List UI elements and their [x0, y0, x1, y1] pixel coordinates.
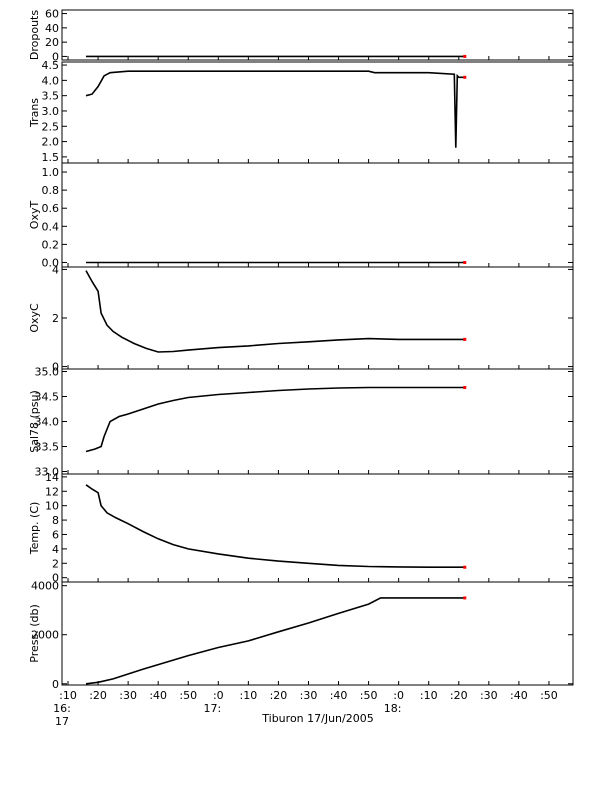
- x-day-label: 17: [55, 715, 69, 728]
- series-endpoint: [463, 565, 467, 569]
- y-tick-label: 34.0: [35, 416, 60, 429]
- x-tick-label: :50: [360, 689, 378, 702]
- panel-frame: [61, 9, 574, 61]
- panel-4: 33.0 33.5 34.0 34.5 35.0 Sal78 (psu): [28, 366, 574, 479]
- panel-2: 0.0 0.2 0.4 0.6 0.8 1.0 OxyT: [28, 162, 574, 269]
- y-tick-label: 4: [52, 543, 59, 556]
- y-tick-label: 33.0: [35, 466, 60, 479]
- y-tick-label: 0.0: [42, 256, 60, 269]
- x-tick-label: :10: [420, 689, 438, 702]
- y-tick-label: 2: [52, 312, 59, 325]
- panel-1: 1.5 2.0 2.5 3.0 3.5 4.0 4.5 Trans: [28, 59, 574, 164]
- y-tick-label: 34.5: [35, 391, 60, 404]
- x-axis: :10 :20 :30 :40 :50 :0 :10 :20 :30 :40 :50 :0 :10 :20…: [53, 689, 558, 728]
- y-tick-label: 2.5: [42, 120, 60, 133]
- y-tick-label: 1.0: [42, 166, 60, 179]
- panel-frame: [61, 61, 574, 164]
- series-line: [85, 597, 465, 685]
- y-tick-label: 3.5: [42, 90, 60, 103]
- panel-frame: [61, 581, 574, 686]
- x-tick-label: :40: [149, 689, 167, 702]
- x-tick-label: :30: [300, 689, 318, 702]
- x-tick-label: :50: [179, 689, 197, 702]
- y-tick-label: 2000: [31, 629, 59, 642]
- y-axis-label: OxyC: [28, 303, 41, 333]
- panel-frame: [61, 266, 574, 370]
- y-tick-label: 33.5: [35, 441, 60, 454]
- x-tick-label: :20: [89, 689, 107, 702]
- x-tick-label: :40: [510, 689, 528, 702]
- y-tick-label: 0.8: [42, 184, 60, 197]
- x-tick-label: :10: [240, 689, 258, 702]
- x-tick-label: :30: [480, 689, 498, 702]
- y-tick-label: 8: [52, 514, 59, 527]
- y-tick-label: 0.6: [42, 202, 60, 215]
- y-tick-label: 6: [52, 528, 59, 541]
- y-axis-label: Dropouts: [28, 10, 41, 60]
- x-tick-label: :20: [450, 689, 468, 702]
- series-endpoint: [463, 596, 467, 600]
- y-tick-label: 12: [45, 485, 59, 498]
- y-tick-label: 0: [52, 361, 59, 374]
- series-endpoint: [463, 54, 467, 58]
- y-tick-label: 0: [52, 572, 59, 585]
- y-tick-label: 40: [45, 22, 59, 35]
- y-tick-label: 20: [45, 36, 59, 49]
- y-tick-label: 2.0: [42, 136, 60, 149]
- panel-frame: [61, 368, 574, 475]
- y-axis-label: OxyT: [28, 201, 41, 230]
- y-tick-label: 0.2: [42, 238, 60, 251]
- x-hour-label: 17:: [203, 702, 221, 715]
- panel-6: 0 2000 4000 Press. (db): [28, 580, 574, 691]
- y-axis-label: Press. (db): [28, 604, 41, 663]
- y-tick-label: 60: [45, 8, 59, 21]
- y-tick-label: 0: [52, 678, 59, 691]
- y-tick-label: 4: [52, 263, 59, 276]
- y-tick-label: 10: [45, 500, 59, 513]
- y-tick-label: 14: [45, 471, 59, 484]
- x-tick-label: :0: [213, 689, 224, 702]
- y-axis-label: Temp. (C): [28, 502, 41, 556]
- series-line: [85, 70, 465, 148]
- series-endpoint: [463, 337, 467, 341]
- series-line: [85, 270, 465, 353]
- series-endpoint: [463, 75, 467, 79]
- series-line: [85, 484, 465, 569]
- y-tick-label: 0.4: [42, 220, 60, 233]
- chart-panels: 0204060Dropouts1.52.02.53.03.54.04.5Tran…: [28, 8, 574, 691]
- series-endpoint: [463, 260, 467, 264]
- x-tick-label: :40: [330, 689, 348, 702]
- x-tick-label: :0: [393, 689, 404, 702]
- y-axis-label: Sal78 (psu): [28, 390, 41, 453]
- series-line: [85, 386, 465, 453]
- panel-3: 0 2 4 OxyC: [28, 263, 574, 374]
- y-tick-label: 4000: [31, 580, 59, 593]
- y-axis-label: Trans: [28, 98, 41, 128]
- y-tick-label: 4.5: [42, 59, 60, 72]
- y-tick-label: 3.0: [42, 105, 60, 118]
- y-tick-label: 4.0: [42, 74, 60, 87]
- series-endpoint: [463, 386, 467, 389]
- y-tick-label: 2: [52, 557, 59, 570]
- panel-frame: [61, 162, 574, 268]
- x-tick-label: :30: [119, 689, 137, 702]
- y-tick-label: 35.0: [35, 366, 60, 379]
- x-tick-label: :20: [270, 689, 288, 702]
- y-tick-label: 0: [52, 50, 59, 63]
- y-tick-label: 1.5: [42, 151, 60, 164]
- x-hour-label: 16:: [53, 702, 71, 715]
- panel-frame: [61, 473, 574, 583]
- x-tick-label: :10: [59, 689, 77, 702]
- x-tick-label: :50: [540, 689, 558, 702]
- x-axis-label: Tiburon 17/Jun/2005: [261, 712, 373, 725]
- x-hour-label: 18:: [384, 702, 402, 715]
